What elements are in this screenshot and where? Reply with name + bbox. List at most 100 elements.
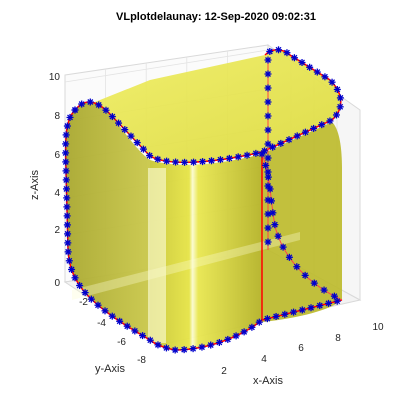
back-edge-marker [264,112,272,120]
surface-top-face [75,49,341,163]
edge-marker [234,153,242,161]
back-edge-marker [310,279,318,287]
surface-highlight-strip [148,168,166,343]
z-tick-label: 10 [49,72,61,83]
edge-marker [298,306,306,314]
edge-marker [62,149,70,157]
back-edge-marker [285,253,293,261]
edge-marker [290,54,298,62]
edge-marker [62,167,70,175]
edge-marker [326,117,334,125]
edge-marker [95,101,103,109]
edge-marker [163,157,171,165]
edge-marker [64,248,72,256]
edge-marker [283,49,291,57]
back-edge-marker [330,292,338,300]
back-edge-marker [271,221,279,229]
edge-marker [63,212,71,220]
grid-line [64,49,269,83]
z-axis-label: z-Axis [29,170,41,200]
z-tick-label: 2 [54,225,60,236]
edge-marker [63,194,71,202]
x-axis-label: x-Axis [253,375,283,387]
edge-marker [248,323,256,331]
back-edge-marker [264,140,272,148]
edge-marker [64,230,72,238]
x-tick-label: 2 [221,366,227,377]
edge-marker [116,317,124,325]
edge-marker [63,203,71,211]
edge-marker [216,156,224,164]
edge-marker [86,98,94,106]
surface-front-face [150,154,262,350]
edge-marker [127,132,135,140]
edge-marker [272,312,280,320]
edge-marker [263,315,271,323]
back-edge-marker [269,209,277,217]
edge-marker [199,158,207,166]
edge-marker [225,154,233,162]
edge-marker [180,346,188,354]
data-markers [62,46,344,354]
back-edge-marker [264,173,272,181]
edge-marker [318,121,326,129]
edge-marker [101,307,109,315]
edge-marker [108,312,116,320]
edge-marker [115,119,123,127]
back-edge-marker [264,56,272,64]
edge-marker [76,282,84,290]
edge-marker [87,295,95,303]
edge-marker [224,335,232,343]
edge-marker [307,304,315,312]
z-tick-label: 8 [54,111,60,122]
edge-marker [207,341,215,349]
edge-marker [240,328,248,336]
edge-marker [281,310,289,318]
chart-title: VLplotdelaunay: 12-Sep-2020 09:02:31 [116,11,316,23]
edge-marker [62,185,70,193]
back-edge-marker [267,197,275,205]
edge-marker [62,158,70,166]
edge-marker [332,111,340,119]
y-axis: -2 -4 -6 -8 y-Axis [79,297,146,375]
edge-marker [310,124,318,132]
edge-marker [198,343,206,351]
edge-marker [232,332,240,340]
edge-marker [207,157,215,165]
y-tick-label: -6 [117,337,126,348]
back-edge-marker [274,232,282,240]
back-edge-marker [264,84,272,92]
edge-marker [154,155,162,163]
edge-marker [62,176,70,184]
x-tick-label: 10 [372,322,384,333]
z-axis: 0 2 4 6 8 10 z-Axis [29,72,60,289]
edge-marker [328,78,336,86]
z-tick-label: 6 [54,150,60,161]
back-edge-marker [264,224,272,232]
edge-marker [172,158,180,166]
edge-marker [71,274,79,282]
edge-marker [81,289,89,297]
x-tick-label: 6 [298,343,304,354]
edge-marker [131,327,139,335]
edge-marker [62,131,70,139]
edge-marker [71,106,79,114]
back-edge-marker [264,154,272,162]
edge-marker [290,308,298,316]
edge-marker [154,341,162,349]
edge-marker [321,73,329,81]
edge-marker [64,239,72,247]
back-edge-marker [293,263,301,271]
edge-marker [102,106,110,114]
edge-marker [266,48,274,56]
edge-marker [139,332,147,340]
y-tick-label: -2 [79,297,88,308]
edge-marker [313,68,321,76]
edge-marker [171,346,179,354]
edge-marker [133,139,141,147]
surface-highlight-band [72,232,300,300]
x-axis: 2 4 6 8 10 x-Axis [221,322,384,387]
back-edge-marker [264,70,272,78]
edge-marker [293,132,301,140]
